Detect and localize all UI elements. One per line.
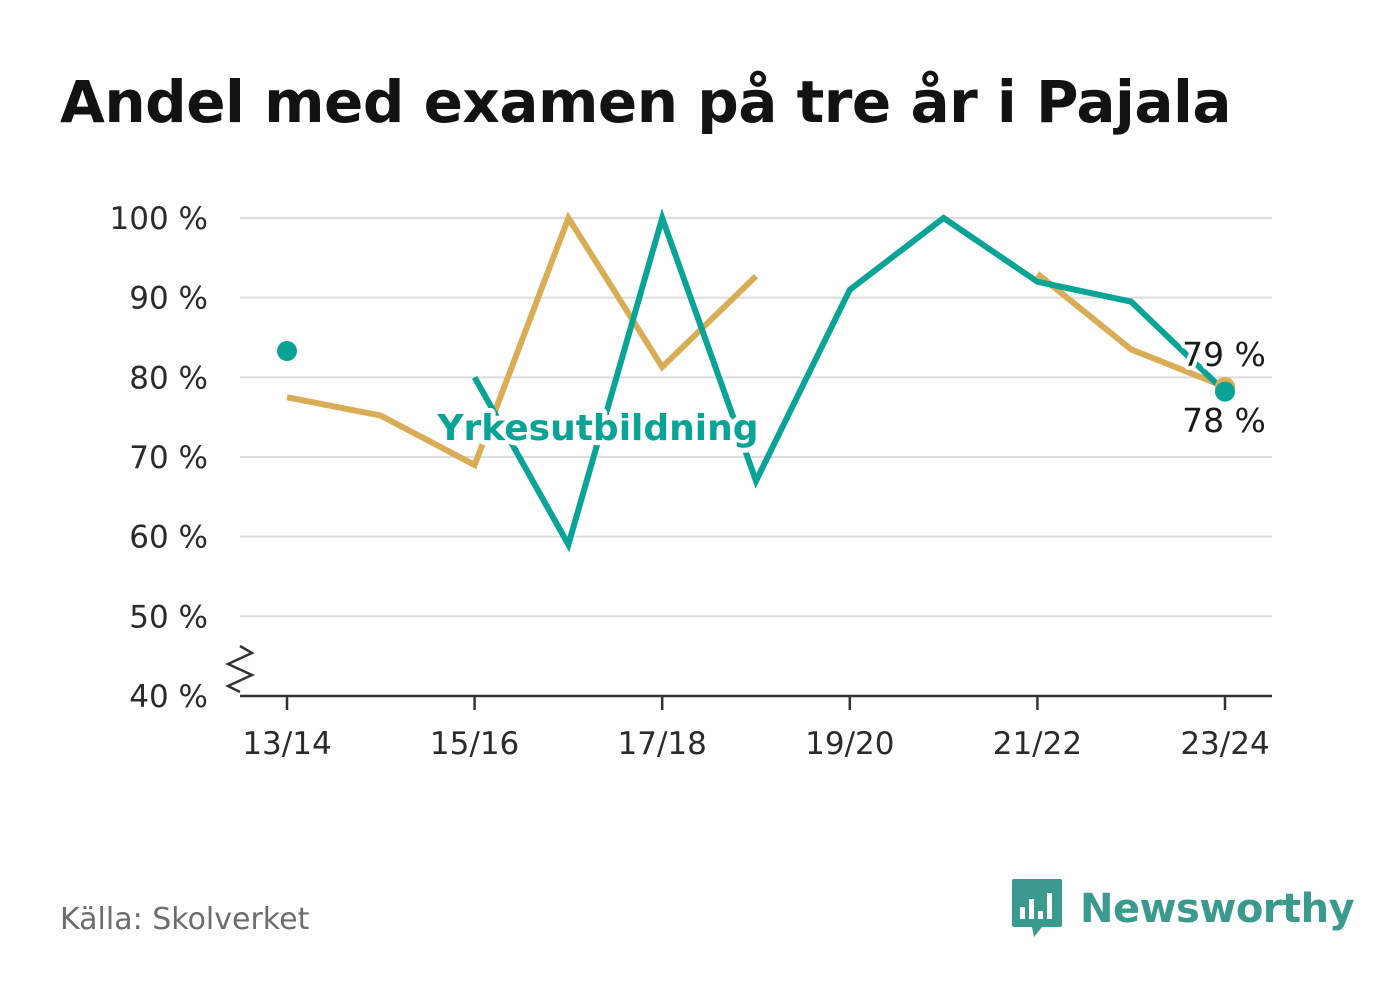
y-tick-label: 60 % — [129, 520, 208, 556]
x-tick-label: 13/14 — [242, 726, 331, 762]
end-value-label: 79 % — [1182, 335, 1266, 374]
y-tick-label: 80 % — [129, 360, 208, 396]
x-tick-label: 19/20 — [805, 726, 894, 762]
series-2-line — [471, 208, 1228, 553]
source-note: Källa: Skolverket — [60, 902, 310, 937]
value-label-halo: 79 % — [1182, 335, 1266, 374]
series-1-line — [1035, 271, 1227, 390]
series-name-label: Yrkesutbildning — [436, 408, 758, 449]
y-tick-label: 100 % — [110, 201, 208, 237]
end-value-label: 78 % — [1182, 401, 1266, 440]
y-tick-label: 70 % — [129, 440, 208, 476]
brand-name: Newsworthy — [1080, 886, 1355, 932]
y-tick-label: 50 % — [129, 599, 208, 635]
value-label-halo: 78 % — [1182, 401, 1266, 440]
series-2-point — [277, 341, 297, 362]
series-2-end-dot — [1215, 381, 1235, 402]
series-name-halo: Yrkesutbildning — [436, 408, 758, 449]
y-tick-label: 90 % — [129, 281, 208, 317]
x-tick-label: 23/24 — [1180, 726, 1269, 762]
x-tick-label: 21/22 — [993, 726, 1082, 762]
chart-title: Andel med examen på tre år i Pajala — [60, 68, 1232, 136]
axis-break-icon — [224, 644, 256, 694]
series-layer — [277, 208, 1235, 553]
y-tick-label: 40 % — [129, 679, 208, 715]
brand-logo[interactable]: Newsworthy — [1010, 876, 1355, 942]
series-1-line — [286, 211, 759, 470]
axes: 40 % 50 % 60 % 70 % 80 % 90 % 100 % 13/14 15/16 1… — [110, 201, 1272, 762]
newsworthy-logo-icon — [1012, 879, 1062, 937]
x-tick-label: 17/18 — [618, 726, 707, 762]
grid-lines — [240, 217, 1272, 618]
x-tick-label: 15/16 — [430, 726, 519, 762]
